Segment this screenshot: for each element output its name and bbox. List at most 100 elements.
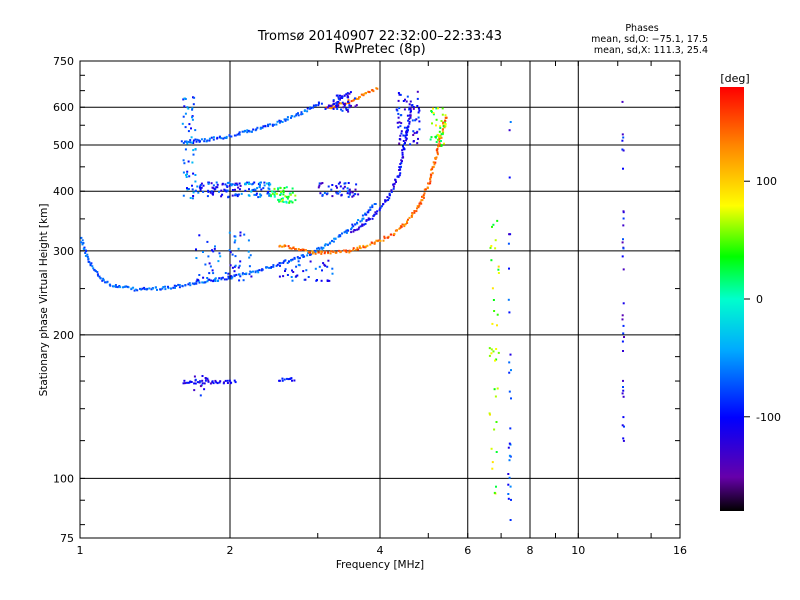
data-point xyxy=(278,275,281,278)
data-point xyxy=(326,243,329,246)
data-point xyxy=(234,134,237,137)
data-point xyxy=(346,92,349,95)
data-point xyxy=(210,182,213,185)
data-point xyxy=(186,106,189,109)
data-point xyxy=(309,251,311,254)
data-point xyxy=(444,125,447,128)
data-point xyxy=(434,161,437,164)
data-point xyxy=(367,90,370,93)
data-point xyxy=(282,189,285,192)
data-point xyxy=(431,111,433,114)
data-point xyxy=(182,142,185,144)
data-point xyxy=(418,204,421,207)
data-point xyxy=(382,239,385,242)
colorbar-tick-label: 0 xyxy=(756,293,763,306)
data-point xyxy=(267,183,270,186)
data-point xyxy=(331,106,334,109)
data-point xyxy=(348,251,351,254)
data-point xyxy=(320,102,323,105)
data-point xyxy=(192,142,195,144)
data-point xyxy=(227,272,230,275)
data-point xyxy=(509,519,512,521)
data-point xyxy=(371,217,374,220)
data-point xyxy=(360,219,363,222)
data-point xyxy=(291,191,294,194)
data-point xyxy=(406,128,409,131)
data-point xyxy=(354,229,357,232)
data-point xyxy=(216,280,219,282)
data-point xyxy=(278,379,281,382)
data-point xyxy=(203,382,206,385)
data-point xyxy=(208,181,210,184)
data-point xyxy=(490,348,493,351)
data-point xyxy=(388,192,391,195)
data-point xyxy=(212,280,215,283)
data-point xyxy=(297,257,300,260)
data-point xyxy=(373,214,375,217)
data-point xyxy=(271,190,274,193)
data-point xyxy=(283,245,286,248)
data-point xyxy=(401,149,404,152)
data-point xyxy=(327,251,330,254)
data-point xyxy=(351,191,354,194)
data-point xyxy=(443,122,446,125)
data-point xyxy=(429,138,432,141)
data-point xyxy=(416,207,418,210)
data-point xyxy=(368,91,371,94)
data-point xyxy=(276,192,278,195)
data-point xyxy=(424,188,427,191)
data-point xyxy=(349,91,352,94)
data-point xyxy=(234,235,237,238)
data-point xyxy=(430,136,433,139)
data-point xyxy=(430,110,433,112)
data-point xyxy=(121,286,124,289)
data-point xyxy=(239,231,242,234)
data-point xyxy=(267,191,270,193)
data-point xyxy=(230,275,233,278)
data-point xyxy=(202,251,204,253)
data-point xyxy=(352,225,355,228)
data-point xyxy=(348,193,351,196)
data-point xyxy=(248,130,251,133)
data-point xyxy=(209,191,212,194)
data-point xyxy=(210,136,213,139)
data-point xyxy=(297,248,300,250)
data-point xyxy=(369,208,372,211)
data-point xyxy=(440,133,443,136)
data-point xyxy=(272,264,275,267)
data-point xyxy=(215,181,218,184)
data-point xyxy=(400,132,403,135)
data-point xyxy=(346,187,349,190)
data-point xyxy=(233,270,236,273)
data-point xyxy=(193,375,196,378)
data-point xyxy=(182,382,185,385)
x-tick-label: 2 xyxy=(227,544,234,557)
data-point xyxy=(219,136,221,139)
data-point xyxy=(374,203,377,205)
data-point xyxy=(508,476,511,479)
data-point xyxy=(252,182,255,185)
data-point xyxy=(365,213,368,216)
data-point xyxy=(199,185,202,188)
data-point xyxy=(184,140,187,143)
data-point xyxy=(422,196,425,199)
data-point xyxy=(396,121,399,124)
data-point xyxy=(399,134,402,137)
data-point xyxy=(189,141,192,144)
data-point xyxy=(215,381,218,384)
data-point xyxy=(237,193,240,196)
data-point xyxy=(396,229,398,232)
data-point xyxy=(183,97,186,100)
data-point xyxy=(185,140,188,143)
data-point xyxy=(164,288,167,291)
data-point xyxy=(440,120,443,122)
data-point xyxy=(297,263,300,266)
data-point xyxy=(405,137,408,140)
data-point xyxy=(191,118,194,121)
data-point xyxy=(623,425,625,428)
data-point xyxy=(491,322,494,325)
data-point xyxy=(367,211,370,214)
data-point xyxy=(188,123,191,126)
data-point xyxy=(345,107,348,110)
data-point xyxy=(218,277,221,280)
